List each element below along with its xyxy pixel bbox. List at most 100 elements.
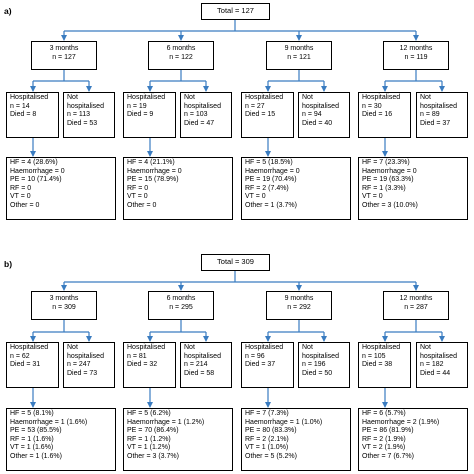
hospitalised-line: n = 19 xyxy=(127,102,147,110)
cause-line: Other = 3 (3.7%) xyxy=(127,452,179,460)
period-title: 12 months xyxy=(399,295,433,302)
period-box: 6 months n = 295 xyxy=(148,291,214,320)
cause-line: HF = 6 (5.7%) xyxy=(362,410,406,417)
hospitalised-line: Died = 8 xyxy=(10,111,37,119)
hospitalised-line: Hospitalised xyxy=(127,344,166,351)
cause-line: Haemorrhage = 1 (1.0%) xyxy=(245,418,323,426)
not-hospitalised-line: Died = 50 xyxy=(302,369,333,377)
cause-line: PE = 15 (78.9%) xyxy=(127,176,179,184)
hospitalised-line: Died = 38 xyxy=(362,361,393,369)
hospitalised-box: Hospitalised n = 30 Died = 16 xyxy=(358,92,411,138)
not-hospitalised-line: Not xyxy=(420,94,431,101)
period-title: 12 months xyxy=(399,45,433,52)
cause-line: Other = 5 (5.2%) xyxy=(245,452,297,460)
not-hospitalised-line: Died = 53 xyxy=(67,119,98,127)
not-hospitalised-line: Died = 47 xyxy=(184,119,215,127)
cause-line: Haemorrhage = 2 (1.9%) xyxy=(362,418,440,426)
not-hospitalised-line: hospitalised xyxy=(302,352,339,360)
cause-line: VT = 0 xyxy=(127,193,148,201)
not-hospitalised-line: Died = 37 xyxy=(420,119,451,127)
period-n: n = 295 xyxy=(169,303,193,311)
hospitalised-line: Hospitalised xyxy=(245,344,284,351)
hospitalised-line: Died = 32 xyxy=(127,361,158,369)
period-n: n = 127 xyxy=(52,53,76,61)
hospitalised-box: Hospitalised n = 105 Died = 38 xyxy=(358,342,411,388)
hospitalised-line: Hospitalised xyxy=(10,344,49,351)
cause-line: VT = 2 (1.9%) xyxy=(362,444,406,452)
cause-line: HF = 7 (7.3%) xyxy=(245,410,289,417)
not-hospitalised-line: hospitalised xyxy=(184,352,221,360)
not-hospitalised-line: Died = 44 xyxy=(420,369,451,377)
not-hospitalised-line: n = 247 xyxy=(67,361,91,369)
hospitalised-line: Died = 9 xyxy=(127,111,154,119)
not-hospitalised-line: Died = 40 xyxy=(302,119,333,127)
cause-line: HF = 5 (8.1%) xyxy=(10,410,54,417)
not-hospitalised-line: Died = 58 xyxy=(184,369,215,377)
cause-line: Haemorrhage = 0 xyxy=(127,167,182,175)
cause-line: Haemorrhage = 1 (1.2%) xyxy=(127,418,205,426)
cause-line: Other = 0 xyxy=(10,201,40,209)
hospitalised-line: n = 62 xyxy=(10,352,30,360)
hospitalised-line: Hospitalised xyxy=(10,94,49,101)
causes-box: HF = 7 (7.3%) Haemorrhage = 1 (1.0%) PE = … xyxy=(241,408,351,471)
cause-line: PE = 10 (71.4%) xyxy=(10,176,62,184)
cause-line: HF = 7 (23.3%) xyxy=(362,159,410,166)
cause-line: VT = 1 (1.2%) xyxy=(127,444,171,452)
period-box: 3 months n = 127 xyxy=(31,41,97,70)
hospitalised-box: Hospitalised n = 81 Died = 32 xyxy=(123,342,176,388)
not-hospitalised-line: hospitalised xyxy=(184,102,221,110)
not-hospitalised-line: Not xyxy=(302,94,313,101)
cause-line: Haemorrhage = 0 xyxy=(245,167,300,175)
period-title: 3 months xyxy=(49,45,79,52)
period-title: 3 months xyxy=(49,295,79,302)
not-hospitalised-line: Not xyxy=(184,94,195,101)
not-hospitalised-box: Not hospitalised n = 94 Died = 40 xyxy=(298,92,350,138)
cause-line: RF = 2 (1.9%) xyxy=(362,435,406,443)
not-hospitalised-box: Not hospitalised n = 182 Died = 44 xyxy=(416,342,468,388)
not-hospitalised-line: hospitalised xyxy=(67,352,104,360)
causes-box: HF = 7 (23.3%) Haemorrhage = 0 PE = 19 (63… xyxy=(358,157,468,220)
hospitalised-box: Hospitalised n = 96 Died = 37 xyxy=(241,342,294,388)
hospitalised-line: n = 30 xyxy=(362,102,382,110)
causes-box: HF = 4 (21.1%) Haemorrhage = 0 PE = 15 (78… xyxy=(123,157,233,220)
cause-line: Haemorrhage = 0 xyxy=(10,167,65,175)
period-box: 9 months n = 292 xyxy=(266,291,332,320)
causes-box: HF = 5 (18.5%) Haemorrhage = 0 PE = 19 (70… xyxy=(241,157,351,220)
period-title: 9 months xyxy=(284,45,314,52)
hospitalised-line: Hospitalised xyxy=(362,94,401,101)
not-hospitalised-line: Not xyxy=(67,344,78,351)
cause-line: RF = 0 xyxy=(10,184,32,192)
cause-line: PE = 53 (85.5%) xyxy=(10,427,62,435)
cause-line: VT = 0 xyxy=(362,193,383,201)
cause-line: RF = 1 (3.3%) xyxy=(362,184,406,192)
not-hospitalised-line: hospitalised xyxy=(420,102,457,110)
not-hospitalised-line: n = 94 xyxy=(302,111,322,119)
hospitalised-box: Hospitalised n = 14 Died = 8 xyxy=(6,92,59,138)
cause-line: VT = 1 (1.0%) xyxy=(245,444,289,452)
cause-line: VT = 0 xyxy=(245,193,266,201)
not-hospitalised-box: Not hospitalised n = 196 Died = 50 xyxy=(298,342,350,388)
not-hospitalised-line: n = 113 xyxy=(67,111,91,119)
panel-label: a) xyxy=(4,6,12,16)
not-hospitalised-box: Not hospitalised n = 89 Died = 37 xyxy=(416,92,468,138)
hospitalised-line: n = 14 xyxy=(10,102,30,110)
cause-line: RF = 2 (2.1%) xyxy=(245,435,289,443)
period-box: 12 months n = 119 xyxy=(383,41,449,70)
total-label: Total = 309 xyxy=(217,257,254,266)
not-hospitalised-line: n = 214 xyxy=(184,361,208,369)
hospitalised-line: Died = 31 xyxy=(10,361,41,369)
period-box: 6 months n = 122 xyxy=(148,41,214,70)
not-hospitalised-line: n = 196 xyxy=(302,361,326,369)
not-hospitalised-line: Died = 73 xyxy=(67,369,98,377)
cause-line: Haemorrhage = 1 (1.6%) xyxy=(10,418,88,426)
cause-line: VT = 1 (1.6%) xyxy=(10,444,54,452)
hospitalised-line: Hospitalised xyxy=(362,344,401,351)
period-box: 3 months n = 309 xyxy=(31,291,97,320)
not-hospitalised-line: Not xyxy=(184,344,195,351)
period-n: n = 309 xyxy=(52,303,76,311)
period-n: n = 122 xyxy=(169,53,193,61)
causes-box: HF = 6 (5.7%) Haemorrhage = 2 (1.9%) PE = … xyxy=(358,408,468,471)
hospitalised-line: n = 81 xyxy=(127,352,147,360)
cause-line: VT = 0 xyxy=(10,193,31,201)
cause-line: PE = 70 (86.4%) xyxy=(127,427,179,435)
